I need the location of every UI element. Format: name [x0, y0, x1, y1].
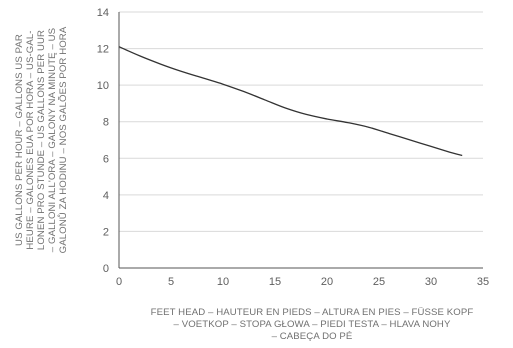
x-tick-label: 5: [168, 276, 174, 288]
y-axis-label-line-4: – GALLONI ALL'ORA – GALONY NA MINUTĘ – U…: [47, 28, 58, 252]
y-tick-label: 8: [103, 117, 109, 129]
y-tick-label: 6: [103, 153, 109, 165]
gridlines: [119, 11, 483, 232]
x-tick-label: 10: [217, 276, 229, 288]
y-tick-label: 2: [103, 226, 109, 238]
x-tick-label: 20: [321, 276, 333, 288]
x-axis-label-line-1: FEET HEAD – HAUTEUR EN PIEDS – ALTURA EN…: [151, 307, 474, 318]
y-tick-label: 14: [97, 7, 109, 19]
x-tick-label: 15: [269, 276, 281, 288]
x-tick-label: 25: [373, 276, 385, 288]
y-axis-label-line-1: US GALLONS PER HOUR – GALLONS US PAR: [14, 34, 25, 246]
y-axis-label-line-3: LONEN PRO STUNDE – US GALLONS PER UUR: [36, 30, 47, 250]
y-axis-label-line-5: GALONŮ ZA HODINU – NOS GALÕES POR HORA: [57, 26, 69, 253]
x-tick-label: 35: [477, 276, 489, 288]
axes: [118, 12, 483, 269]
y-tick-label: 4: [103, 190, 109, 202]
x-tick-label: 30: [425, 276, 437, 288]
x-axis-label-line-3: – CABEÇA DO PÉ: [272, 331, 353, 342]
y-tick-label: 10: [97, 80, 109, 92]
y-tick-label: 0: [103, 263, 109, 275]
series-line: [118, 46, 463, 157]
y-tick-label: 12: [97, 44, 109, 56]
y-tick-labels: 0 2 4 6 8 10 12 14: [97, 7, 109, 275]
x-tick-labels: 0 5 10 15 20 25 30 35: [116, 276, 489, 288]
x-tick-label: 0: [116, 276, 122, 288]
x-axis-label-line-2: – VOETKOP – STOPA GŁOWA – PIEDI TESTA – …: [174, 319, 451, 330]
y-axis-label-line-2: HEURE – GALONES EUA POR HORA – US-GAL-: [25, 30, 36, 249]
series: [118, 46, 463, 157]
